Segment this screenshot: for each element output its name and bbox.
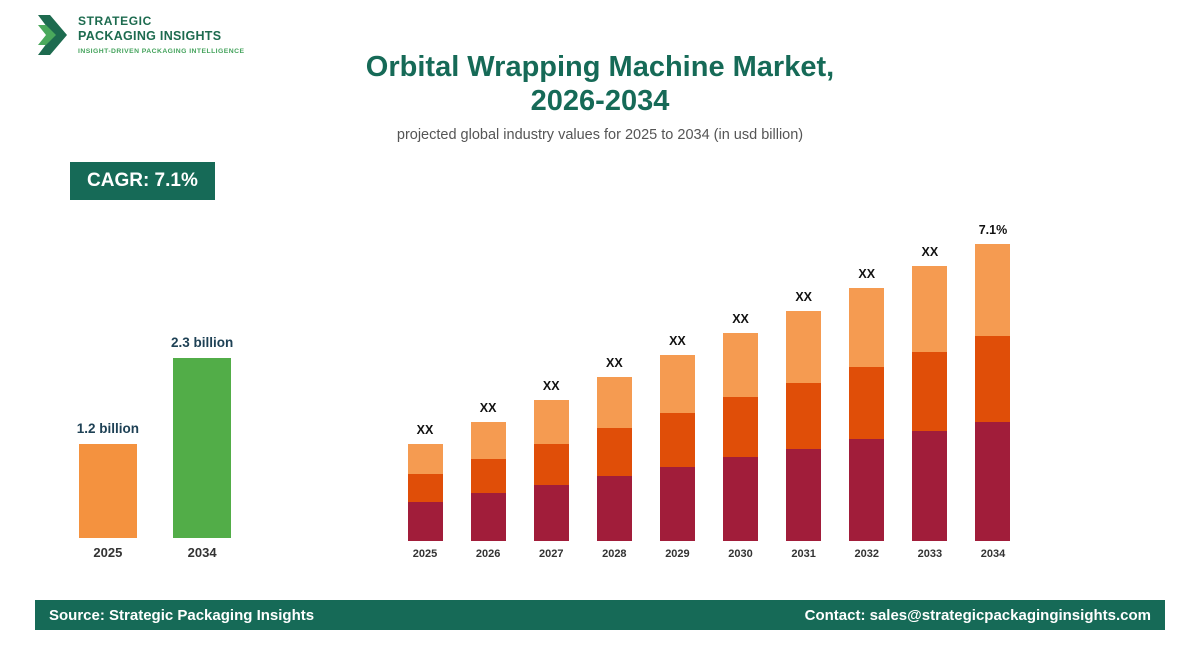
bar-segment-segment-middle: [912, 352, 948, 432]
bar-segment-segment-top: [407, 444, 443, 474]
stacked-bar-year: 2032: [854, 548, 879, 560]
comparison-bar-year: 2025: [93, 545, 123, 560]
stacked-bar-top-label: XX: [542, 378, 560, 393]
bar-segment-segment-bottom: [470, 492, 506, 541]
stacked-bar: [849, 288, 885, 541]
comparison-bar-value-label: 1.2 billion: [76, 421, 139, 436]
stacked-bar-group: XX 2027: [531, 379, 571, 560]
bar-segment-segment-middle: [723, 396, 759, 458]
stacked-bar-group: XX 2026: [468, 401, 508, 560]
stacked-bar-top-label: XX: [479, 400, 497, 415]
stacked-bar-top-label: 7.1%: [978, 223, 1008, 238]
stacked-bar: [470, 421, 506, 541]
stacked-bar: [912, 266, 948, 541]
bar-segment-segment-middle: [596, 428, 632, 476]
stacked-bar-top-label: XX: [416, 423, 434, 438]
stacked-bar: [975, 244, 1011, 541]
stacked-bar-year: 2029: [665, 548, 690, 560]
stacked-bar-group: XX 2031: [784, 290, 824, 560]
bar-segment-segment-middle: [407, 473, 443, 503]
bar-segment-segment-bottom: [975, 422, 1011, 541]
stacked-bar: [407, 444, 443, 541]
bar-segment-segment-bottom: [849, 439, 885, 541]
stacked-bar-year: 2034: [980, 548, 1006, 560]
stacked-bar-year: 2030: [728, 548, 753, 560]
bar-segment-segment-top: [533, 399, 569, 444]
cagr-badge: CAGR: 7.1%: [70, 162, 215, 200]
stacked-bar-top-label: XX: [921, 245, 939, 260]
bar-segment-segment-middle: [470, 458, 506, 493]
stacked-bar-group: XX 2029: [657, 334, 697, 560]
logo-tagline: INSIGHT-DRIVEN PACKAGING INTELLIGENCE: [78, 48, 245, 55]
bar-segment-segment-middle: [849, 366, 885, 440]
bar-segment-segment-top: [596, 377, 632, 429]
stacked-bar: [659, 355, 695, 541]
stacked-bar: [723, 332, 759, 541]
bar-segment-segment-bottom: [912, 431, 948, 541]
stacked-bar: [596, 377, 632, 541]
comparison-chart: 1.2 billion 2025 2.3 billion 2034: [55, 310, 255, 560]
stacked-bar-group: 7.1% 2034: [973, 223, 1013, 560]
logo-line1: STRATEGIC: [78, 14, 152, 28]
footer-bar: Source: Strategic Packaging Insights Con…: [35, 600, 1165, 630]
comparison-bar: [173, 358, 232, 538]
stacked-bar-top-label: XX: [732, 311, 749, 326]
bar-segment-segment-top: [723, 332, 759, 397]
stacked-bar-group: XX 2033: [910, 245, 950, 560]
stacked-bar: [533, 399, 569, 541]
footer-source: Source: Strategic Packaging Insights: [49, 606, 315, 624]
page-subtitle: projected global industry values for 202…: [396, 127, 804, 144]
comparison-bar-group: 2.3 billion 2034: [171, 335, 233, 560]
bar-segment-segment-bottom: [723, 457, 759, 541]
stacked-bar-top-label: XX: [795, 289, 812, 304]
stacked-bar-year: 2031: [791, 548, 816, 560]
stacked-bar-year: 2025: [412, 548, 438, 560]
stacked-bar-group: XX 2025: [405, 423, 445, 560]
bar-segment-segment-top: [659, 355, 695, 413]
stacked-bar-top-label: XX: [669, 334, 686, 349]
stacked-bar-group: XX 2028: [594, 356, 634, 560]
company-logo: STRATEGIC PACKAGING INSIGHTS INSIGHT-DRI…: [35, 14, 244, 61]
logo-text: STRATEGIC PACKAGING INSIGHTS INSIGHT-DRI…: [78, 14, 244, 55]
bar-segment-segment-bottom: [533, 484, 569, 541]
bar-segment-segment-middle: [975, 335, 1011, 423]
stacked-bar-chart: XX 2025 XX 2026 XX 2027 XX 2028 XX 2029 XX 2030 XX 20…: [405, 198, 1013, 560]
bar-segment-segment-top: [786, 310, 822, 384]
stacked-bar-top-label: XX: [858, 267, 876, 282]
bar-segment-segment-middle: [659, 412, 695, 467]
bar-segment-segment-middle: [533, 443, 569, 485]
bar-segment-segment-bottom: [786, 449, 822, 541]
comparison-bar-value-label: 2.3 billion: [171, 335, 234, 350]
logo-line2: PACKAGING INSIGHTS: [78, 29, 222, 43]
bar-segment-segment-middle: [786, 383, 822, 450]
bar-segment-segment-bottom: [407, 502, 443, 541]
stacked-bar-year: 2033: [917, 548, 943, 560]
stacked-bar-top-label: XX: [605, 356, 623, 371]
comparison-bar: [78, 444, 137, 538]
stacked-bar-year: 2027: [538, 548, 564, 560]
stacked-bar: [786, 310, 822, 541]
bar-segment-segment-bottom: [659, 466, 695, 541]
comparison-bar-year: 2034: [187, 545, 217, 560]
bar-segment-segment-top: [849, 288, 885, 367]
bar-segment-segment-top: [470, 421, 506, 459]
chart-header: Orbital Wrapping Machine Market, 2026-20…: [0, 50, 1200, 143]
comparison-bar-group: 1.2 billion 2025: [77, 421, 139, 560]
stacked-bar-group: XX 2030: [721, 312, 761, 560]
chevron-logo-icon: [35, 14, 69, 61]
bar-segment-segment-top: [975, 244, 1011, 336]
stacked-bar-group: XX 2032: [847, 267, 887, 560]
stacked-bar-year: 2028: [602, 548, 627, 560]
bar-segment-segment-bottom: [596, 475, 632, 541]
stacked-bar-year: 2026: [475, 548, 501, 560]
page-title-line2: 2026-2034: [530, 85, 670, 118]
footer-contact: Contact: sales@strategicpackaginginsight…: [804, 606, 1151, 624]
bar-segment-segment-top: [912, 266, 948, 353]
